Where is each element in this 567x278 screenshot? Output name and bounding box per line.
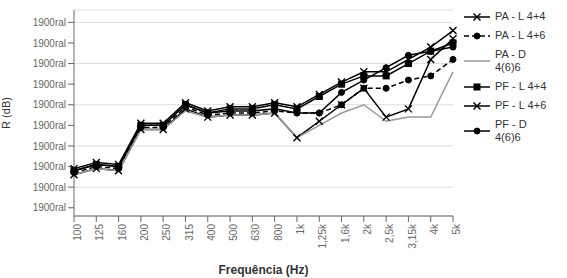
svg-text:1900ral: 1900ral (33, 38, 66, 49)
html-text:PF - D 4(6)6: PF - D 4(6)6 (495, 118, 527, 143)
svg-text:1,6k: 1,6k (340, 223, 351, 243)
svg-text:400: 400 (206, 224, 217, 241)
svg-text:2,5k: 2,5k (384, 223, 395, 243)
svg-text:R (dB): R (dB) (8, 97, 12, 129)
svg-text:1900ral: 1900ral (33, 58, 66, 69)
svg-text:5k: 5k (451, 223, 462, 235)
svg-text:160: 160 (117, 224, 128, 241)
svg-text:250: 250 (161, 224, 172, 241)
svg-text:630: 630 (250, 224, 261, 241)
svg-text:315: 315 (184, 224, 195, 241)
svg-text:1900ral: 1900ral (33, 161, 66, 172)
html-text:PA - D 4(6)6: PA - D 4(6)6 (495, 48, 526, 73)
svg-text:1k: 1k (295, 223, 306, 235)
svg-text:200: 200 (139, 224, 150, 241)
svg-text:Frequência (Hz): Frequência (Hz) (218, 263, 308, 277)
html-text:PA - L 4+4: PA - L 4+4 (495, 10, 546, 22)
svg-text:500: 500 (228, 224, 239, 241)
svg-text:1900ral: 1900ral (33, 120, 66, 131)
svg-text:1900ral: 1900ral (33, 141, 66, 152)
html-text:PF - L 4+4: PF - L 4+4 (495, 80, 547, 92)
svg-text:1900ral: 1900ral (33, 99, 66, 110)
svg-text:1900ral: 1900ral (33, 79, 66, 90)
svg-text:1,25k: 1,25k (317, 223, 328, 248)
html-text:PF - L 4+6: PF - L 4+6 (495, 99, 547, 111)
svg-text:1900ral: 1900ral (33, 17, 66, 28)
svg-text:3,15k: 3,15k (407, 223, 418, 248)
svg-text:4k: 4k (429, 223, 440, 235)
svg-text:125: 125 (94, 224, 105, 241)
svg-text:800: 800 (273, 224, 284, 241)
svg-text:2k: 2k (362, 223, 373, 235)
html-text:PA - L 4+6: PA - L 4+6 (495, 29, 546, 41)
svg-text:1900ral: 1900ral (33, 182, 66, 193)
svg-text:100: 100 (72, 224, 83, 241)
svg-text:1900ral: 1900ral (33, 202, 66, 213)
